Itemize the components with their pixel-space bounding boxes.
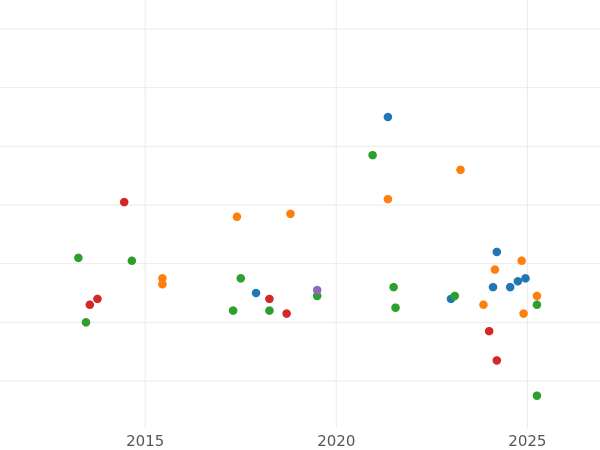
data-point-orange <box>286 209 295 219</box>
data-point-orange <box>383 194 393 204</box>
data-point-red <box>492 356 502 365</box>
data-point-red <box>85 300 95 310</box>
data-point-red <box>282 309 291 318</box>
data-points <box>74 112 542 400</box>
data-point-red <box>484 326 494 336</box>
data-point-blue <box>513 276 523 286</box>
data-point-blue <box>505 282 515 292</box>
x-tick-label: 2020 <box>317 432 355 450</box>
data-point-orange <box>532 291 542 301</box>
data-point-red <box>93 294 102 304</box>
data-point-orange <box>479 300 488 310</box>
data-point-orange <box>517 256 526 266</box>
data-point-orange <box>456 165 465 175</box>
data-point-purple <box>312 285 322 295</box>
data-point-green <box>368 150 377 160</box>
data-point-blue <box>521 274 530 283</box>
data-point-orange <box>158 279 167 289</box>
data-point-green <box>236 274 246 283</box>
data-point-blue <box>383 112 393 122</box>
x-tick-label: 2015 <box>126 432 164 450</box>
data-point-green <box>228 306 238 315</box>
data-point-blue <box>492 247 502 257</box>
data-point-green <box>389 282 398 292</box>
data-point-green <box>81 318 91 327</box>
data-point-blue <box>488 282 498 292</box>
data-point-green <box>391 303 400 312</box>
data-point-green <box>74 253 83 263</box>
data-point-green <box>265 306 274 315</box>
data-point-orange <box>519 309 528 318</box>
data-point-green <box>450 291 460 301</box>
data-point-green <box>532 391 542 400</box>
data-point-blue <box>251 288 261 298</box>
data-point-red <box>119 197 129 207</box>
data-point-orange <box>232 212 242 222</box>
x-axis-ticks: 2015 2020 2025 <box>126 432 546 450</box>
data-point-green <box>127 256 137 266</box>
x-tick-label: 2025 <box>508 432 546 450</box>
data-point-green <box>532 300 542 310</box>
data-point-red <box>265 294 274 304</box>
gridlines <box>0 0 600 428</box>
data-point-orange <box>490 265 500 274</box>
